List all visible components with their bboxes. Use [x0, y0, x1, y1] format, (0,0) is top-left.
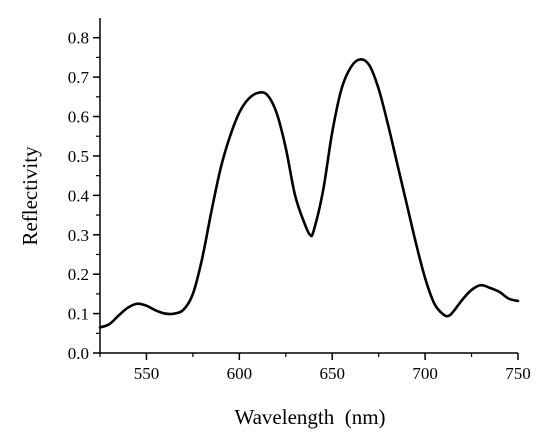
y-tick-label: 0.2 [68, 265, 89, 284]
y-tick-label: 0.7 [68, 68, 90, 87]
y-tick-label: 0.8 [68, 29, 89, 48]
tick-labels: 550 600 650 700 750 0.0 0.1 0.2 0.3 0.4 0.5 0.6 0.7 0… [68, 29, 531, 383]
x-tick-label: 650 [319, 364, 345, 383]
y-axis-label: Reflectivity [18, 146, 42, 246]
y-tick-label: 0.3 [68, 226, 89, 245]
x-tick-label: 550 [134, 364, 160, 383]
tick-marks [93, 36, 519, 360]
series-lines [98, 58, 520, 329]
axes [99, 18, 518, 354]
x-tick-label: 600 [227, 364, 253, 383]
x-axis-label: Wavelength (nm) [234, 405, 385, 429]
reflectivity-series-line [98, 58, 520, 329]
y-tick-label: 0.5 [68, 147, 89, 166]
y-tick-label: 0.0 [68, 344, 89, 363]
x-tick-label: 700 [412, 364, 438, 383]
y-tick-label: 0.6 [68, 108, 89, 127]
y-tick-label: 0.1 [68, 305, 89, 324]
x-tick-label: 750 [505, 364, 531, 383]
y-tick-label: 0.4 [68, 186, 90, 205]
